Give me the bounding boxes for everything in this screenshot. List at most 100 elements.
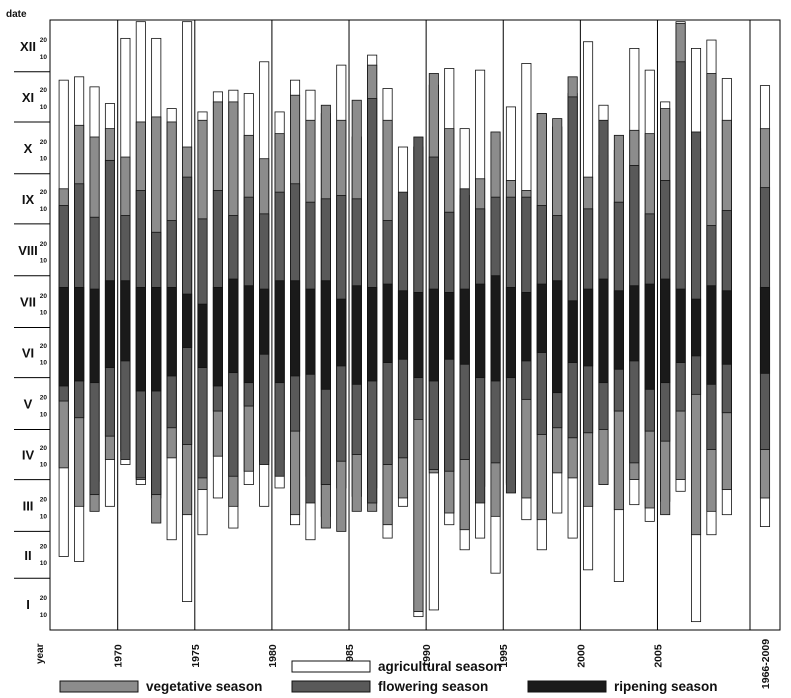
legend-swatch: [291, 680, 371, 693]
day-tick-label: 10: [40, 309, 48, 316]
day-tick-label: 10: [40, 462, 48, 469]
legend-item-vegetative: vegetative season: [59, 679, 262, 694]
day-tick-label: 10: [40, 560, 48, 567]
ripening-bar: [691, 298, 702, 357]
season-bars: [58, 21, 771, 623]
ripening-bar: [58, 286, 69, 387]
day-tick-label: 20: [40, 241, 48, 248]
day-tick-label: 20: [40, 293, 48, 300]
ripening-bar: [290, 280, 301, 377]
day-tick-label: 20: [40, 445, 48, 452]
ripening-bar: [428, 288, 439, 382]
ripening-bar: [505, 286, 516, 379]
month-label: IX: [22, 192, 35, 207]
day-tick-label: 20: [40, 497, 48, 504]
year-tick-labels: 1970 1975 1980 1985 1990 1995 2000 2005 1966-200…: [113, 639, 772, 689]
ripening-bar: [613, 290, 624, 370]
ripening-bar: [721, 290, 732, 365]
month-label: II: [24, 548, 31, 563]
ripening-bar: [104, 280, 115, 369]
ripening-bar: [336, 298, 347, 367]
ripening-bar: [135, 286, 146, 392]
month-label: X: [24, 141, 33, 156]
day-tick-label: 10: [40, 104, 48, 111]
ripening-bar: [89, 288, 100, 384]
day-tick-label: 10: [40, 156, 48, 163]
month-label: XI: [22, 90, 34, 105]
month-label: I: [26, 597, 30, 612]
year-tick-label: 1995: [498, 644, 510, 668]
day-tick-label: 20: [40, 37, 48, 44]
ripening-bar: [583, 288, 594, 367]
month-label: VII: [20, 295, 36, 310]
day-tick-label: 10: [40, 411, 48, 418]
legend-swatch: [59, 680, 139, 693]
ripening-bar: [629, 285, 640, 362]
ripening-bar: [274, 280, 285, 384]
ripening-bar: [552, 280, 563, 394]
ripening-bar: [521, 292, 532, 362]
legend-swatch: [291, 660, 371, 673]
ripening-bar: [644, 283, 655, 390]
plot-area: [49, 19, 781, 631]
day-tick-label: 10: [40, 513, 48, 520]
month-label: V: [24, 397, 33, 412]
legend-swatch: [527, 680, 607, 693]
summary-label: 1966-2009: [760, 639, 772, 689]
ripening-bar: [459, 288, 470, 365]
ripening-bar: [397, 290, 409, 360]
year-tick-label: 1980: [267, 644, 279, 668]
day-tick-label: 10: [40, 54, 48, 61]
year-tick-label: 2000: [575, 644, 587, 668]
year-dividers: [117, 20, 751, 630]
ripening-bar: [243, 285, 254, 384]
month-label: III: [23, 498, 34, 513]
legend-item-flowering: flowering season: [291, 679, 488, 694]
day-tick-label: 10: [40, 360, 48, 367]
ripening-bar: [74, 286, 85, 382]
day-tick-label: 20: [40, 87, 48, 94]
day-tick-label: 10: [40, 612, 48, 619]
legend-label: flowering season: [378, 679, 488, 694]
day-tick-labels: 10 20 10 20 10 20 10 20 10 20 10 20 10 20 10 20 10 20 10 20…: [40, 37, 48, 619]
day-tick-label: 20: [40, 139, 48, 146]
y-axis-title: date: [6, 9, 27, 20]
ripening-bar: [151, 286, 162, 392]
ripening-bar: [536, 283, 547, 353]
legend: agricultural season vegetative season flow…: [59, 659, 718, 694]
day-tick-label: 20: [40, 189, 48, 196]
ripening-bar: [212, 286, 223, 387]
month-label: XII: [20, 39, 36, 54]
year-tick-label: 1970: [113, 644, 125, 668]
ripening-bar: [675, 288, 686, 364]
ripening-summary-bar: [759, 286, 771, 374]
ripening-bar: [660, 278, 671, 384]
day-tick-label: 20: [40, 395, 48, 402]
day-tick-label: 10: [40, 258, 48, 265]
flowering-bar: [691, 131, 702, 395]
year-tick-label: 1975: [190, 644, 202, 668]
month-label: VIII: [18, 243, 38, 258]
ripening-bar: [166, 286, 177, 377]
ripening-bar: [382, 283, 393, 363]
legend-item-agricultural: agricultural season: [291, 659, 502, 674]
legend-label: ripening season: [614, 679, 718, 694]
flowering-bar: [675, 61, 686, 412]
ripening-bar: [598, 278, 609, 384]
month-label: VI: [22, 346, 34, 361]
day-tick-label: 10: [40, 206, 48, 213]
ripening-bar: [197, 303, 208, 369]
legend-item-ripening: ripening season: [527, 679, 718, 694]
ripening-bar: [706, 285, 717, 385]
ripening-bar: [567, 300, 578, 364]
ripening-bar: [259, 288, 270, 355]
ripening-bar: [182, 293, 193, 348]
legend-label: agricultural season: [378, 659, 502, 674]
month-label: IV: [22, 448, 35, 463]
day-tick-label: 20: [40, 595, 48, 602]
flowering-bar: [598, 119, 609, 430]
ripening-bar: [351, 285, 362, 385]
ripening-bar: [320, 280, 331, 390]
ripening-bar: [444, 292, 455, 360]
